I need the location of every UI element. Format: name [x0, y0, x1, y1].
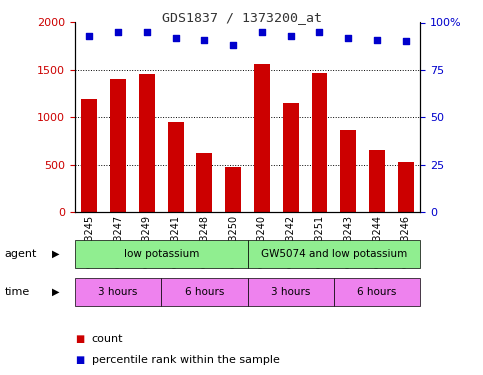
Point — [373, 36, 381, 42]
Point — [287, 33, 295, 39]
Point — [402, 39, 410, 45]
Bar — [312, 73, 327, 212]
Bar — [81, 99, 97, 212]
Bar — [75, 278, 161, 306]
Point — [143, 29, 151, 35]
Bar — [110, 80, 126, 212]
Text: GDS1837 / 1373200_at: GDS1837 / 1373200_at — [161, 11, 322, 24]
Text: GW5074 and low potassium: GW5074 and low potassium — [261, 249, 407, 259]
Text: low potassium: low potassium — [124, 249, 199, 259]
Bar — [161, 278, 247, 306]
Point — [344, 34, 352, 40]
Point — [172, 34, 180, 40]
Bar — [283, 103, 298, 212]
Text: ■: ■ — [75, 334, 84, 344]
Text: 3 hours: 3 hours — [271, 286, 311, 297]
Text: ■: ■ — [75, 355, 84, 365]
Bar — [369, 150, 385, 212]
Bar — [341, 130, 356, 212]
Text: 6 hours: 6 hours — [357, 286, 397, 297]
Bar — [139, 74, 155, 212]
Point — [114, 29, 122, 35]
Point — [229, 42, 237, 48]
Bar — [398, 162, 414, 212]
Bar — [75, 240, 247, 268]
Point — [85, 33, 93, 39]
Text: time: time — [5, 286, 30, 297]
Point — [315, 29, 323, 35]
Bar — [247, 240, 420, 268]
Text: 3 hours: 3 hours — [99, 286, 138, 297]
Point — [258, 29, 266, 35]
Bar — [168, 122, 184, 212]
Text: count: count — [92, 334, 123, 344]
Text: ▶: ▶ — [52, 286, 59, 297]
Bar — [334, 278, 420, 306]
Bar — [254, 64, 270, 212]
Bar — [225, 167, 241, 212]
Bar — [247, 278, 334, 306]
Text: ▶: ▶ — [52, 249, 59, 259]
Text: 6 hours: 6 hours — [185, 286, 224, 297]
Bar — [197, 153, 213, 212]
Text: agent: agent — [5, 249, 37, 259]
Point — [200, 36, 208, 42]
Text: percentile rank within the sample: percentile rank within the sample — [92, 355, 280, 365]
